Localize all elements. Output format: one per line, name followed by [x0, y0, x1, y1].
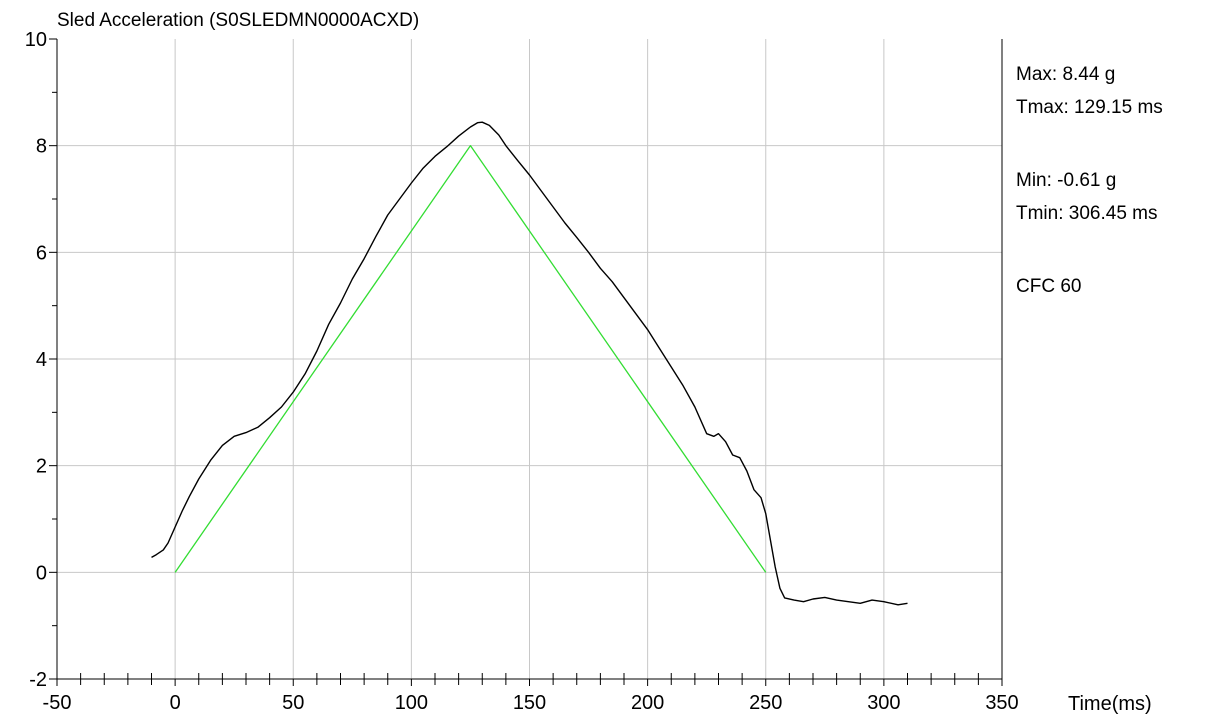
x-tick-label: 100: [395, 692, 428, 714]
x-tick-label: 50: [282, 692, 304, 714]
series-corridor-line: [174, 145, 767, 573]
stat-min: Min: -0.61 g: [1016, 170, 1116, 191]
y-tick-label: 2: [36, 456, 47, 478]
y-tick-label: 8: [36, 136, 47, 158]
x-tick-label: 250: [749, 692, 782, 714]
y-tick-label: 6: [36, 242, 47, 264]
y-tick-label: 10: [25, 29, 47, 51]
x-tick-label: -50: [43, 692, 72, 714]
y-tick-label: 4: [36, 349, 47, 371]
series-measured-line: [151, 121, 908, 606]
series-lines: [151, 121, 908, 606]
x-tick-label: 200: [631, 692, 664, 714]
minor-ticks: [49, 38, 1003, 686]
x-axis-label: Time(ms): [1068, 693, 1152, 715]
chart-title: Sled Acceleration (S0SLEDMN0000ACXD): [57, 10, 419, 31]
y-tick-label: 0: [36, 562, 47, 584]
stat-tmax: Tmax: 129.15 ms: [1016, 97, 1163, 118]
axes: [56, 39, 1003, 680]
stat-tmin: Tmin: 306.45 ms: [1016, 203, 1158, 224]
x-tick-label: 0: [170, 692, 181, 714]
grid-lines: [57, 39, 1002, 679]
tick-labels: -50 0 50 100 150 200 250 300 350 -2 0 2 4 6 8 10: [25, 29, 1019, 714]
stat-cfc: CFC 60: [1016, 276, 1081, 297]
y-tick-label: -2: [29, 669, 47, 691]
stats-panel: Max: 8.44 g Tmax: 129.15 ms Min: -0.61 g…: [1016, 64, 1163, 297]
stat-max: Max: 8.44 g: [1016, 64, 1115, 85]
x-tick-label: 300: [867, 692, 900, 714]
x-tick-label: 150: [513, 692, 546, 714]
x-tick-label: 350: [985, 692, 1018, 714]
